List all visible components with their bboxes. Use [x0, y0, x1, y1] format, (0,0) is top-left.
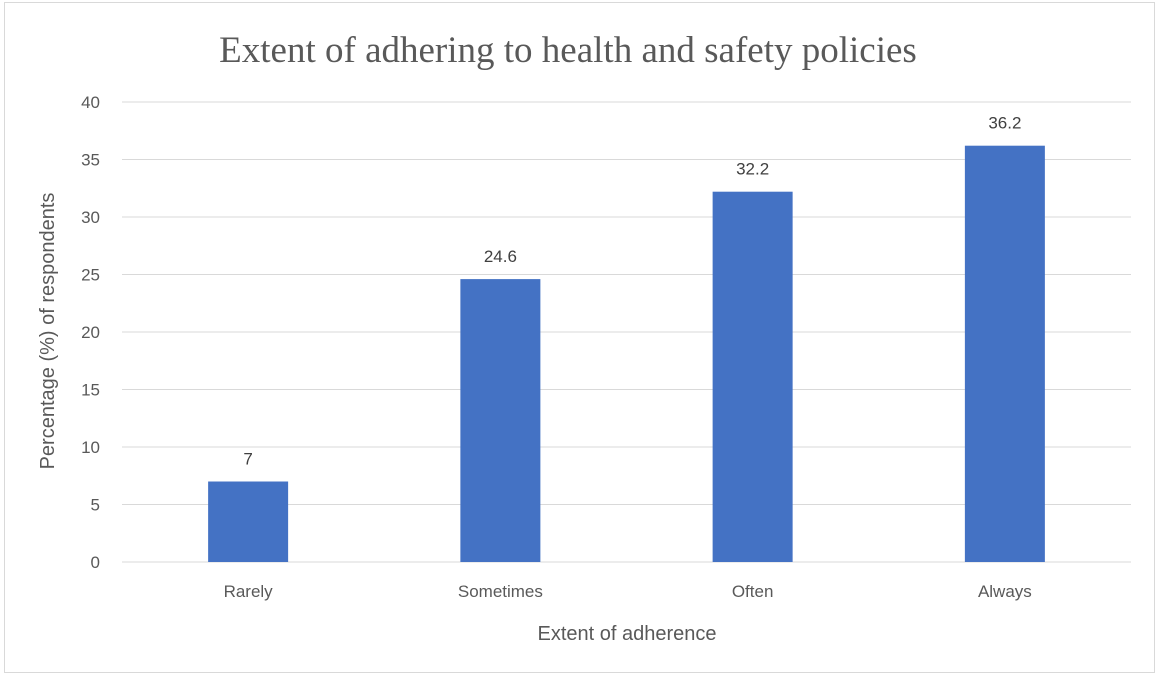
- data-label: 24.6: [484, 247, 517, 266]
- data-label: 36.2: [988, 114, 1021, 133]
- bars: [208, 145, 1045, 562]
- y-tick-label: 35: [81, 151, 100, 170]
- y-tick-labels: 0 5 10 15 20 25 30 35 40: [81, 93, 100, 572]
- y-axis-title: Percentage (%) of respondents: [37, 193, 59, 470]
- data-label: 7: [243, 450, 252, 469]
- x-tick-label: Rarely: [224, 582, 274, 601]
- x-tick-labels: Rarely Sometimes Often Always: [224, 582, 1032, 601]
- x-tick-label: Sometimes: [458, 582, 543, 601]
- bar: [712, 191, 793, 562]
- x-axis-title: Extent of adherence: [537, 623, 716, 645]
- y-tick-label: 5: [91, 496, 100, 515]
- gridlines: [122, 101, 1131, 563]
- data-labels: 7 24.6 32.2 36.2: [243, 114, 1021, 469]
- y-tick-label: 30: [81, 208, 100, 227]
- y-tick-label: 40: [81, 93, 100, 112]
- y-tick-label: 25: [81, 266, 100, 285]
- chart-frame: [4, 2, 1155, 673]
- x-tick-label: Often: [732, 582, 774, 601]
- y-tick-label: 15: [81, 381, 100, 400]
- y-tick-label: 10: [81, 438, 100, 457]
- bar: [964, 145, 1045, 562]
- chart-title: Extent of adhering to health and safety …: [219, 30, 917, 71]
- y-tick-label: 0: [91, 553, 100, 572]
- x-tick-label: Always: [978, 582, 1032, 601]
- bar: [208, 481, 289, 562]
- bar: [460, 279, 541, 562]
- data-label: 32.2: [736, 160, 769, 179]
- y-tick-label: 20: [81, 323, 100, 342]
